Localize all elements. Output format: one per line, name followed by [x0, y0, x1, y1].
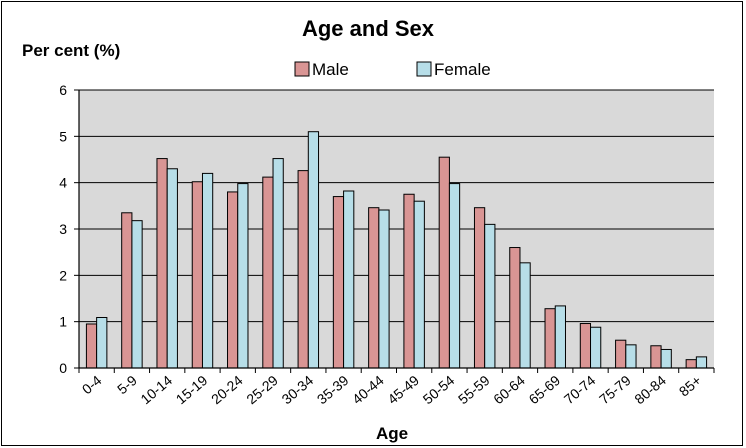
- x-tick-label: 60-64: [490, 372, 528, 407]
- bar-female-20-24: [237, 183, 249, 369]
- x-tick-label: 5-9: [114, 372, 140, 397]
- y-tick-label: 0: [59, 360, 67, 376]
- x-tick-label: 50-54: [420, 372, 458, 407]
- x-tick-label: 40-44: [349, 372, 387, 407]
- bar-female-10-14: [166, 168, 178, 369]
- x-tick-label: 15-19: [173, 372, 211, 407]
- bar-male-50-54: [438, 156, 450, 369]
- bar-female-85+: [695, 356, 708, 369]
- bar-male-0-4: [85, 323, 98, 369]
- x-tick-label: 25-29: [243, 372, 281, 407]
- x-tick-label: 20-24: [208, 372, 246, 407]
- bar-female-75-79: [625, 344, 637, 369]
- x-axis-label: Age: [376, 424, 408, 443]
- bar-female-80-84: [660, 348, 672, 369]
- bar-male-5-9: [121, 212, 133, 369]
- bar-male-20-24: [227, 191, 239, 369]
- x-tick-label: 0-4: [79, 372, 105, 397]
- y-tick-label: 3: [59, 221, 67, 237]
- y-axis-label: Per cent (%): [22, 41, 120, 60]
- bar-female-50-54: [448, 183, 461, 369]
- bar-male-35-39: [332, 196, 345, 369]
- y-tick-label: 1: [59, 314, 67, 330]
- y-tick-label: 5: [59, 128, 67, 144]
- legend-swatch-female: [416, 61, 432, 77]
- bar-male-60-64: [509, 247, 521, 369]
- bar-male-15-19: [191, 181, 203, 369]
- bar-male-75-79: [615, 339, 627, 369]
- x-tick-label: 80-84: [631, 372, 669, 407]
- bar-male-10-14: [156, 158, 168, 369]
- x-tick-label: 85+: [676, 372, 704, 400]
- bar-female-55-59: [484, 223, 496, 369]
- x-tick-label: 45-49: [384, 372, 422, 407]
- y-tick-label: 4: [59, 175, 67, 191]
- bar-male-70-74: [579, 323, 592, 369]
- legend-label-male: Male: [312, 60, 349, 79]
- x-tick-label: 30-34: [279, 372, 317, 407]
- bar-male-55-59: [473, 207, 486, 369]
- legend-swatch-male: [294, 61, 310, 77]
- bar-male-80-84: [650, 345, 662, 369]
- legend-label-female: Female: [434, 60, 491, 79]
- x-tick-label: 55-59: [455, 372, 493, 407]
- x-tick-label: 75-79: [596, 372, 634, 407]
- bar-female-45-49: [413, 200, 425, 369]
- bar-female-25-29: [272, 158, 284, 369]
- bar-male-85+: [685, 359, 697, 369]
- bar-female-70-74: [590, 326, 602, 369]
- y-tick-label: 2: [59, 267, 67, 283]
- bar-male-65-69: [544, 308, 556, 369]
- bar-female-0-4: [96, 316, 108, 369]
- bar-female-65-69: [554, 305, 566, 369]
- x-tick-label: 35-39: [314, 372, 352, 407]
- bar-female-35-39: [343, 190, 355, 369]
- bar-female-60-64: [519, 262, 531, 369]
- bar-female-30-34: [307, 131, 320, 369]
- legend: Male Female: [294, 60, 491, 79]
- chart-title: Age and Sex: [302, 16, 435, 41]
- bar-female-15-19: [201, 172, 214, 369]
- bar-male-40-44: [368, 207, 380, 369]
- bar-male-30-34: [297, 170, 309, 369]
- bar-female-40-44: [378, 209, 390, 369]
- bar-male-45-49: [403, 193, 415, 369]
- x-tick-label: 65-69: [525, 372, 563, 407]
- y-tick-label: 6: [59, 82, 67, 98]
- bar-female-5-9: [131, 220, 143, 369]
- bar-male-25-29: [262, 176, 274, 369]
- x-tick-label: 10-14: [137, 372, 175, 407]
- x-tick-label: 70-74: [561, 372, 599, 407]
